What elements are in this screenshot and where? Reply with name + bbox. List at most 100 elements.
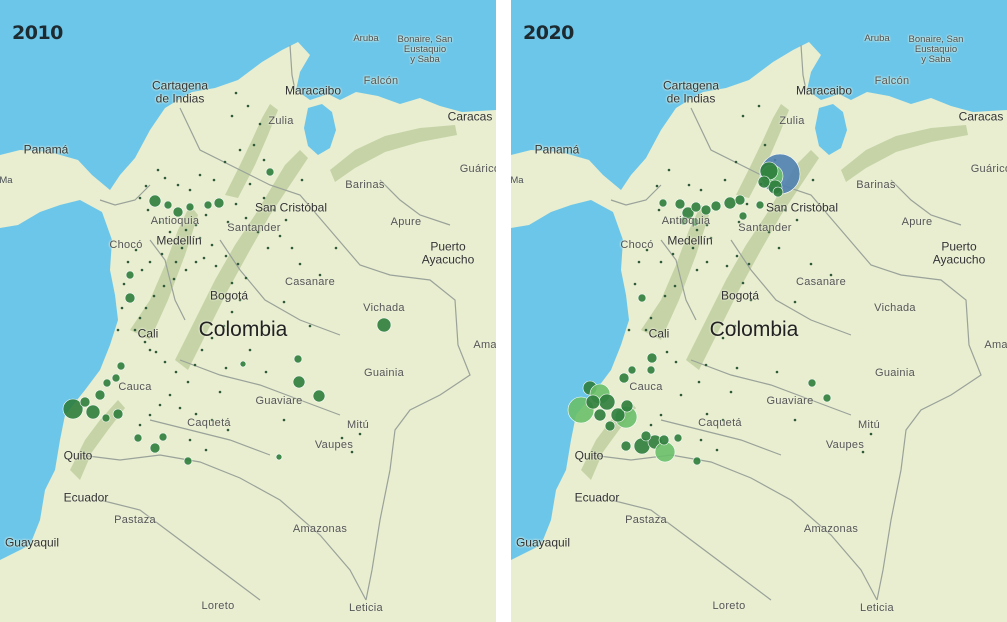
data-marker[interactable]: [312, 389, 326, 403]
data-marker[interactable]: [646, 352, 658, 364]
data-marker[interactable]: [674, 198, 686, 210]
data-marker[interactable]: [637, 293, 647, 303]
data-marker[interactable]: [101, 413, 111, 423]
point-dot: [725, 264, 729, 268]
boundary-line: [149, 239, 186, 321]
point-dot: [657, 208, 661, 212]
data-marker[interactable]: [585, 394, 601, 410]
data-marker[interactable]: [183, 456, 193, 466]
point-dot: [627, 328, 631, 332]
data-marker[interactable]: [772, 186, 784, 198]
data-marker[interactable]: [723, 196, 737, 210]
point-dot: [669, 220, 673, 224]
data-marker[interactable]: [239, 360, 247, 368]
data-marker[interactable]: [757, 175, 771, 189]
data-marker[interactable]: [85, 404, 101, 420]
data-marker[interactable]: [102, 378, 112, 388]
data-marker[interactable]: [94, 389, 106, 401]
boundary-line: [800, 44, 808, 96]
point-dot: [174, 260, 178, 264]
data-marker[interactable]: [681, 206, 695, 220]
data-marker[interactable]: [203, 200, 213, 210]
point-dot: [697, 380, 701, 384]
data-marker[interactable]: [620, 399, 634, 413]
boundary-line: [179, 107, 471, 601]
data-marker[interactable]: [111, 373, 121, 383]
data-marker[interactable]: [148, 194, 162, 208]
data-marker[interactable]: [598, 393, 616, 411]
data-marker[interactable]: [172, 206, 184, 218]
data-marker[interactable]: [755, 200, 765, 210]
data-marker[interactable]: [116, 361, 126, 371]
map-label: Amazonas: [292, 523, 348, 536]
map-label: Maracaibo: [795, 83, 853, 98]
point-dot: [829, 273, 833, 277]
data-marker[interactable]: [673, 433, 683, 443]
data-marker[interactable]: [738, 211, 748, 221]
data-marker[interactable]: [293, 354, 303, 364]
point-dot: [258, 122, 262, 126]
point-dot: [162, 284, 166, 288]
data-marker[interactable]: [679, 216, 689, 226]
data-marker[interactable]: [149, 442, 161, 454]
data-marker[interactable]: [646, 365, 656, 375]
data-marker[interactable]: [125, 270, 135, 280]
data-marker[interactable]: [807, 378, 817, 388]
map-label: Ecuador: [63, 490, 109, 505]
map-label: Guaviare: [255, 395, 303, 408]
data-marker[interactable]: [710, 200, 722, 212]
point-dot: [777, 246, 781, 250]
point-dot: [691, 246, 695, 250]
point-dot: [262, 196, 266, 200]
data-marker[interactable]: [213, 197, 225, 209]
data-marker[interactable]: [124, 292, 136, 304]
point-dot: [741, 114, 745, 118]
data-marker[interactable]: [292, 375, 306, 389]
point-dot: [204, 448, 208, 452]
map-label: Caracas: [447, 109, 493, 124]
data-marker[interactable]: [658, 198, 668, 208]
data-marker[interactable]: [158, 432, 168, 442]
data-marker[interactable]: [265, 167, 275, 177]
point-dot: [721, 418, 725, 422]
point-dot: [633, 282, 637, 286]
map-panel-2020[interactable]: Aruba Bonaire, San Eustaquio y Saba Cartagen…: [511, 0, 1007, 622]
data-marker[interactable]: [62, 398, 84, 420]
map-panel-2010[interactable]: Aruba Bonaire, San Eustaquio y Saba Cartagen…: [0, 0, 496, 622]
data-marker[interactable]: [604, 420, 616, 432]
data-marker[interactable]: [79, 396, 91, 408]
boundary-line: [660, 239, 697, 321]
data-marker[interactable]: [610, 407, 626, 423]
boundary-line: [379, 179, 451, 226]
map-label: Falcón: [363, 75, 399, 88]
map-label: Guainia: [363, 367, 405, 380]
data-marker[interactable]: [618, 372, 630, 384]
map-label: Antioquia: [150, 215, 200, 228]
data-marker[interactable]: [690, 217, 700, 227]
map-label: Ma: [511, 175, 524, 187]
data-marker[interactable]: [620, 440, 632, 452]
data-marker[interactable]: [275, 453, 283, 461]
data-marker[interactable]: [185, 202, 195, 212]
map-label: Guárico: [970, 163, 1007, 176]
data-marker[interactable]: [376, 317, 392, 333]
data-marker[interactable]: [627, 365, 637, 375]
data-marker[interactable]: [133, 433, 143, 443]
data-marker[interactable]: [734, 194, 746, 206]
map-label: Maracaibo: [284, 83, 342, 98]
map-canvas: [511, 0, 1007, 622]
data-marker[interactable]: [700, 204, 712, 216]
data-marker[interactable]: [692, 456, 702, 466]
map-label: Bonaire, San Eustaquio y Saba: [397, 34, 453, 65]
map-label: Casanare: [795, 276, 847, 289]
data-marker[interactable]: [112, 408, 124, 420]
point-dot: [659, 260, 663, 264]
data-marker[interactable]: [658, 434, 670, 446]
data-marker[interactable]: [640, 430, 652, 442]
boundary-line: [890, 179, 962, 226]
data-marker[interactable]: [822, 393, 832, 403]
point-dot: [266, 246, 270, 250]
data-marker[interactable]: [163, 200, 173, 210]
data-marker[interactable]: [593, 408, 607, 422]
data-marker[interactable]: [690, 201, 702, 213]
